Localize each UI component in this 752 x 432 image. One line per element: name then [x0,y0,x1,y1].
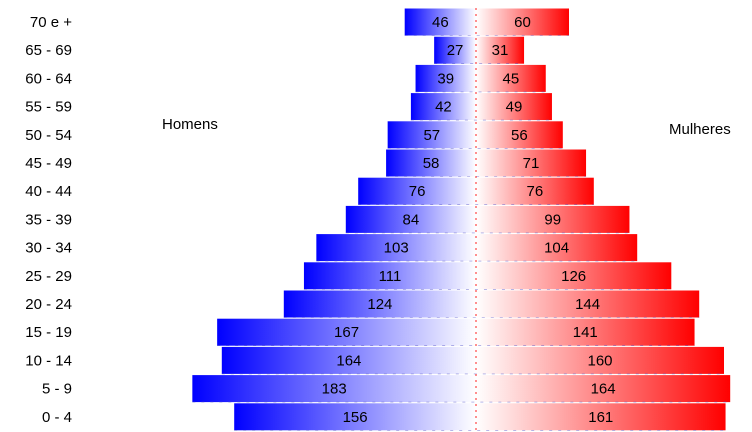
category-tick-label: 20 - 24 [25,296,72,313]
data-label-homens: 84 [403,211,420,228]
data-label-homens: 39 [437,70,454,87]
bar-mulheres [476,36,525,64]
data-label-mulheres: 141 [573,324,598,341]
bar-mulheres [476,375,731,403]
data-label-homens: 111 [379,268,402,285]
category-tick-label: 5 - 9 [42,381,72,398]
data-label-homens: 103 [384,240,409,257]
bar-mulheres [476,234,638,262]
bar-homens [217,318,476,346]
data-label-homens: 57 [423,127,440,144]
data-label-mulheres: 49 [506,99,523,116]
bar-homens [386,149,476,177]
bar-homens [283,290,476,318]
category-tick-label: 0 - 4 [42,409,72,426]
category-tick-label: 50 - 54 [25,127,72,144]
category-tick-label: 40 - 44 [25,183,72,200]
data-label-homens: 167 [334,324,359,341]
data-label-homens: 76 [409,183,426,200]
data-label-mulheres: 144 [575,296,600,313]
bar-homens [345,205,476,233]
data-label-homens: 183 [322,381,347,398]
legend-homens: Homens [162,116,218,133]
bars-layer [192,8,731,431]
data-label-mulheres: 164 [591,381,616,398]
bar-mulheres [476,93,552,121]
bar-mulheres [476,262,672,290]
data-label-mulheres: 71 [523,155,540,172]
data-label-mulheres: 76 [527,183,544,200]
category-tick-label: 45 - 49 [25,155,72,172]
bar-homens [316,234,476,262]
bar-homens [404,8,476,36]
category-tick-label: 10 - 14 [25,352,72,369]
bar-homens [358,177,476,205]
bar-mulheres [476,346,724,374]
legend-mulheres: Mulheres [669,121,731,138]
data-label-mulheres: 56 [511,127,528,144]
data-label-homens: 42 [435,99,452,116]
data-label-homens: 124 [367,296,392,313]
bar-mulheres [476,290,700,318]
category-tick-label: 25 - 29 [25,268,72,285]
data-label-homens: 58 [423,155,440,172]
category-tick-label: 60 - 64 [25,70,72,87]
data-label-homens: 156 [343,409,368,426]
bar-homens [434,36,476,64]
bar-homens [415,64,476,92]
data-label-mulheres: 161 [588,409,613,426]
data-label-homens: 27 [447,42,464,59]
data-label-mulheres: 45 [503,70,520,87]
bar-homens [221,346,476,374]
data-label-mulheres: 160 [587,352,612,369]
category-tick-label: 35 - 39 [25,211,72,228]
data-label-homens: 46 [432,14,449,31]
data-label-homens: 164 [336,352,361,369]
category-tick-label: 55 - 59 [25,99,72,116]
data-label-mulheres: 31 [492,42,509,59]
data-label-mulheres: 104 [544,240,569,257]
category-tick-label: 70 e + [30,14,72,31]
bar-homens [234,403,476,431]
category-tick-label: 15 - 19 [25,324,72,341]
bar-mulheres [476,403,726,431]
bar-homens [192,375,476,403]
bar-homens [410,93,476,121]
bar-mulheres [476,149,587,177]
bar-mulheres [476,177,594,205]
bar-mulheres [476,205,630,233]
bar-mulheres [476,64,546,92]
bar-mulheres [476,8,569,36]
data-label-mulheres: 99 [544,211,561,228]
bar-homens [387,121,476,149]
data-label-mulheres: 126 [561,268,586,285]
category-tick-label: 65 - 69 [25,42,72,59]
data-label-mulheres: 60 [514,14,531,31]
bar-mulheres [476,318,695,346]
labels-layer: 70 e + 46 60 65 - 69 27 31 60 - 64 39 45 55 - 59 4… [25,14,615,426]
category-tick-label: 30 - 34 [25,240,72,257]
bar-homens [303,262,476,290]
bar-mulheres [476,121,563,149]
